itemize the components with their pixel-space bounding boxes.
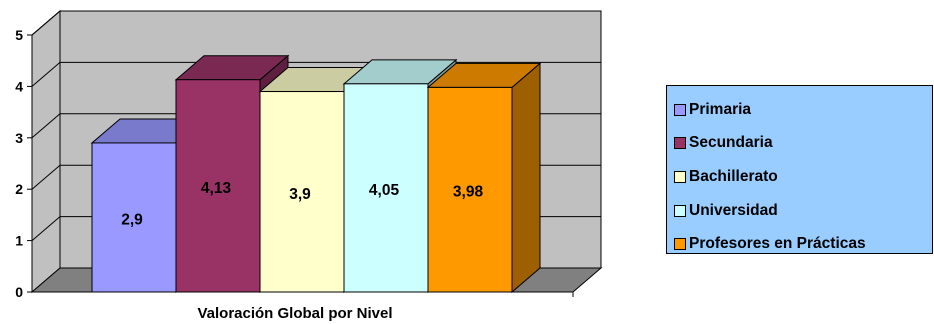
legend-item: Primaria — [667, 93, 932, 127]
bar-front — [427, 86, 513, 293]
data-label: 4,05 — [369, 182, 400, 199]
gridline-side — [31, 216, 61, 241]
legend-label: Secundaria — [689, 134, 773, 152]
legend-label: Profesores en Prácticas — [689, 235, 866, 253]
y-tick-label: 1 — [15, 233, 23, 249]
y-tick-label: 2 — [15, 181, 23, 197]
bar-front — [175, 79, 261, 293]
legend-item: Secundaria — [667, 127, 932, 161]
data-label: 3,98 — [453, 184, 484, 201]
y-tick-label: 0 — [15, 284, 23, 300]
legend: Primaria Secundaria Bachillerato Universida… — [666, 85, 933, 254]
y-tick-label: 5 — [15, 27, 23, 43]
bars: 2,9 4,13 3,9 4,05 3,98 — [90, 54, 542, 294]
bar-side — [511, 62, 541, 294]
legend-label: Bachillerato — [689, 167, 778, 185]
bar-front — [343, 83, 429, 293]
legend-item: Bachillerato — [667, 160, 932, 194]
legend-item: Universidad — [667, 194, 932, 228]
x-axis-label: Valoración Global por Nivel — [197, 305, 392, 322]
legend-swatch — [674, 204, 686, 217]
bar-front — [91, 142, 177, 293]
legend-item: Profesores en Prácticas — [667, 227, 932, 261]
legend-swatch — [674, 137, 686, 150]
y-tick-label: 4 — [15, 78, 23, 94]
gridline-side — [31, 164, 61, 190]
data-label: 2,9 — [121, 211, 143, 228]
legend-label: Universidad — [689, 201, 778, 219]
bar-front — [259, 91, 345, 293]
data-label: 3,9 — [289, 186, 311, 203]
gridline-side — [31, 113, 61, 139]
gridline-side — [31, 62, 61, 87]
bar-profesores-en-pr-cticas: 3,98 — [426, 62, 542, 294]
y-tick-label: 3 — [15, 130, 23, 146]
data-label: 4,13 — [201, 180, 232, 197]
side-wall — [31, 9, 61, 294]
legend-swatch — [674, 103, 686, 116]
legend-swatch — [674, 170, 686, 183]
legend-label: Primaria — [689, 100, 752, 118]
gridline-side — [31, 10, 61, 36]
legend-swatch — [674, 238, 686, 251]
